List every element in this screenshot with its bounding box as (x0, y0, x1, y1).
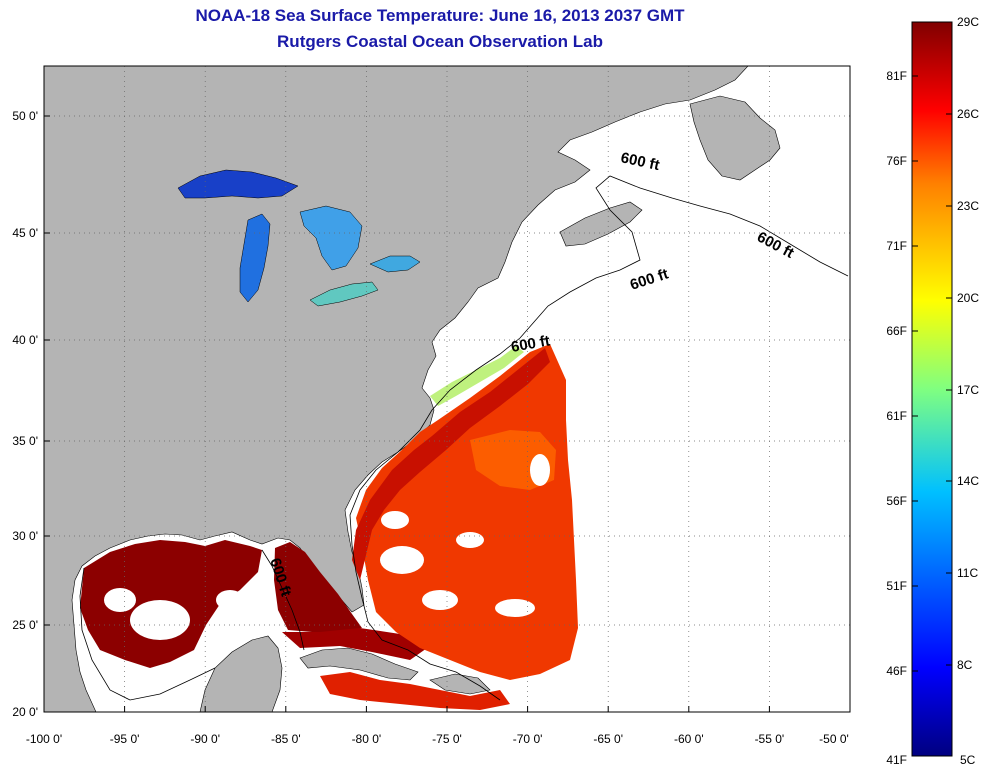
temperature-colorbar (911, 21, 953, 757)
colorbar-fahrenheit-label: 61F (886, 409, 907, 423)
lon-tick-label: -80 0' (352, 732, 382, 746)
axis-tick-marks (43, 115, 851, 713)
lon-tick-label: -85 0' (271, 732, 301, 746)
colorbar-celsius-label: 14C (957, 474, 979, 488)
land-north-america (44, 66, 749, 712)
lat-tick-label: 50 0' (12, 109, 38, 123)
sst-atlantic-swath (356, 344, 578, 680)
colorbar-celsius-label: 11C (957, 566, 978, 580)
latitude-labels: 20 0' 25 0' 30 0' 35 0' 40 0' 45 0' 50 0… (12, 109, 38, 719)
land-yucatan (199, 635, 283, 712)
isobath-600ft-gulf (79, 549, 305, 701)
lake-superior (177, 169, 299, 199)
colorbar-celsius-label: 17C (957, 383, 979, 397)
lake-erie (309, 281, 379, 307)
lat-tick-label: 35 0' (12, 434, 38, 448)
lake-huron (299, 205, 363, 271)
lake-ontario (369, 255, 421, 273)
land-nova-scotia (559, 201, 643, 247)
longitude-labels: -100 0' -95 0' -90 0' -85 0' -80 0' -75 … (26, 732, 849, 746)
lat-tick-label: 45 0' (12, 226, 38, 240)
land-newfoundland (689, 95, 781, 181)
isobath-600ft (349, 175, 849, 701)
lat-tick-label: 20 0' (12, 705, 38, 719)
lon-tick-label: -50 0' (819, 732, 849, 746)
lon-tick-label: -55 0' (755, 732, 785, 746)
lon-tick-label: -60 0' (674, 732, 704, 746)
colorbar-celsius-label: 29C (957, 15, 979, 29)
lon-tick-label: -75 0' (432, 732, 462, 746)
map-title: NOAA-18 Sea Surface Temperature: June 16… (195, 6, 685, 25)
colorbar-fahrenheit-label: 56F (886, 494, 907, 508)
map-subtitle: Rutgers Coastal Ocean Observation Lab (277, 32, 603, 51)
cloud-gaps (104, 454, 550, 640)
colorbar-fahrenheit-label: 81F (886, 69, 907, 83)
lat-tick-label: 30 0' (12, 529, 38, 543)
lake-michigan (239, 213, 271, 303)
sst-gulf-stream-core (352, 348, 550, 580)
colorbar-fahrenheit-label: 51F (886, 579, 907, 593)
colorbar-ticks (912, 21, 952, 757)
lat-tick-label: 40 0' (12, 333, 38, 347)
land-cuba (299, 647, 419, 681)
sst-shelf-cool (430, 346, 524, 406)
colorbar-fahrenheit-label: 46F (886, 664, 907, 678)
colorbar-celsius-label: 26C (957, 107, 979, 121)
colorbar-fahrenheit-label: 41F (886, 753, 907, 767)
sst-florida-west-shelf (274, 542, 362, 632)
great-lakes (177, 169, 421, 307)
celsius-labels: 29C 26C 23C 20C 17C 14C 11C 8C 5C (957, 15, 979, 767)
isobath-label: 600 ft (510, 332, 552, 356)
colorbar-celsius-label: 8C (957, 658, 973, 672)
sst-caribbean (320, 672, 510, 710)
colorbar-celsius-label: 23C (957, 199, 979, 213)
lon-tick-label: -65 0' (593, 732, 623, 746)
fahrenheit-labels: 81F 76F 71F 66F 61F 56F 51F 46F 41F (886, 69, 907, 767)
colorbar-fahrenheit-label: 76F (886, 154, 907, 168)
lon-tick-label: -100 0' (26, 732, 62, 746)
lon-tick-label: -70 0' (513, 732, 543, 746)
land-hispaniola (429, 673, 491, 695)
lat-tick-label: 25 0' (12, 618, 38, 632)
lon-tick-label: -95 0' (110, 732, 140, 746)
lon-tick-label: -90 0' (190, 732, 220, 746)
colorbar-fahrenheit-label: 66F (886, 324, 907, 338)
colorbar-celsius-label: 5C (960, 753, 976, 767)
sst-florida-straits (282, 628, 430, 660)
colorbar-fahrenheit-label: 71F (886, 239, 907, 253)
colorbar-celsius-label: 20C (957, 291, 979, 305)
